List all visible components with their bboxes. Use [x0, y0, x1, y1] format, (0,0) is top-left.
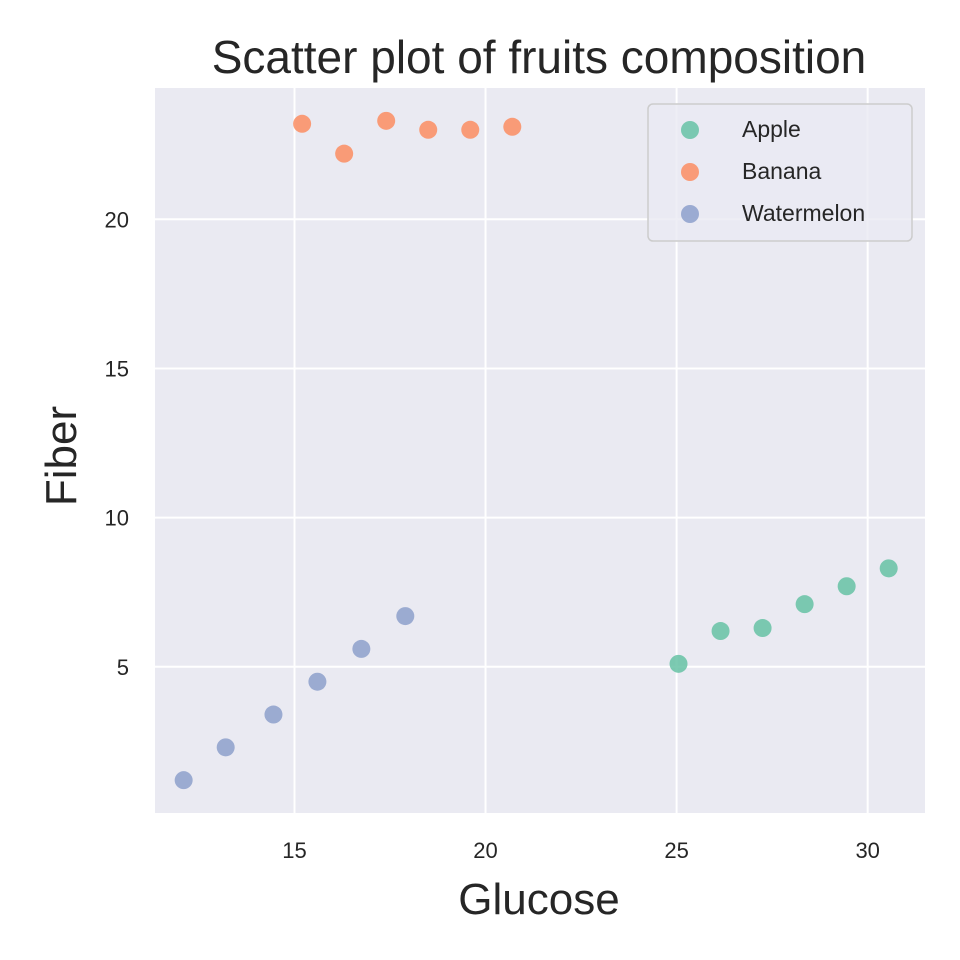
apple-point: [795, 595, 814, 614]
apple-point: [879, 559, 898, 578]
watermelon-point: [174, 771, 193, 790]
y-tick-label: 10: [105, 506, 129, 531]
data-points: [174, 111, 898, 790]
watermelon-point: [396, 607, 415, 626]
x-axis-label: Glucose: [458, 875, 619, 924]
legend-label-apple: Apple: [742, 116, 801, 142]
apple-point: [837, 577, 856, 596]
legend-marker-apple: [681, 121, 699, 139]
banana-point: [461, 120, 480, 139]
y-tick-label: 15: [105, 356, 129, 381]
legend: Apple Banana Watermelon: [647, 103, 913, 242]
chart-title: Scatter plot of fruits composition: [212, 31, 867, 83]
y-tick-label: 5: [117, 655, 129, 680]
y-axis-ticks: 5 10 15 20: [105, 207, 129, 680]
y-tick-label: 20: [105, 207, 129, 232]
watermelon-point: [308, 672, 327, 691]
y-axis-label: Fiber: [37, 406, 86, 506]
banana-point: [419, 120, 438, 139]
legend-box: [647, 103, 913, 242]
banana-point: [293, 114, 312, 133]
apple-point: [753, 619, 772, 638]
legend-marker-banana: [681, 163, 699, 181]
banana-point: [503, 117, 522, 136]
banana-point: [377, 111, 396, 130]
legend-label-banana: Banana: [742, 158, 822, 184]
x-tick-label: 20: [473, 838, 497, 863]
watermelon-point: [264, 705, 283, 724]
x-axis-ticks: 15 20 25 30: [282, 838, 880, 863]
apple-point: [711, 622, 730, 641]
watermelon-point: [352, 639, 371, 658]
x-tick-label: 25: [664, 838, 688, 863]
legend-marker-watermelon: [681, 205, 699, 223]
x-tick-label: 30: [855, 838, 879, 863]
banana-point: [335, 144, 354, 163]
apple-point: [669, 654, 688, 673]
legend-label-watermelon: Watermelon: [742, 200, 865, 226]
watermelon-point: [216, 738, 235, 757]
x-tick-label: 15: [282, 838, 306, 863]
